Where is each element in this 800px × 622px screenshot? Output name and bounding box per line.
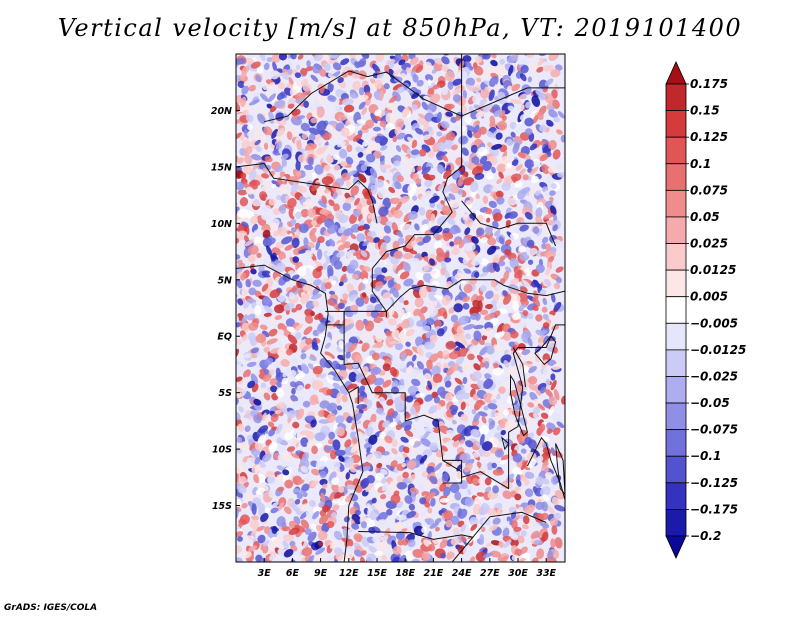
colorbar-swatch <box>665 269 687 298</box>
colorbar-label: −0.2 <box>690 529 721 543</box>
colorbar-label: 0.05 <box>690 210 720 224</box>
colorbar-label: 0.0125 <box>690 263 736 277</box>
colorbar-label: 0.1 <box>690 157 711 171</box>
velocity-field <box>236 54 565 562</box>
colorbar-swatch <box>665 322 687 351</box>
colorbar-swatch <box>665 376 687 404</box>
colorbar-swatch <box>665 509 687 537</box>
colorbar-label: −0.175 <box>690 502 738 516</box>
longitude-axis: 3E 6E 9E 12E 15E 18E 21E 24E 27E 30E 33E <box>258 558 557 579</box>
colorbar-label: −0.1 <box>690 449 721 463</box>
lat-tick-label: EQ <box>217 332 232 343</box>
colorbar-swatch <box>665 349 687 377</box>
lon-tick-label: 15E <box>367 568 387 579</box>
lat-tick-label: 15S <box>212 501 232 512</box>
lon-tick-label: 24E <box>452 568 472 579</box>
colorbar-bottom-arrow <box>665 535 687 559</box>
colorbar-top-arrow <box>665 61 687 85</box>
colorbar-label: 0.025 <box>690 237 728 251</box>
map-frame <box>235 53 566 563</box>
colorbar-swatch <box>665 429 687 457</box>
colorbar-label: −0.005 <box>690 316 738 330</box>
country-borders <box>236 54 565 562</box>
colorbar-label: 0.125 <box>690 130 728 144</box>
lat-tick-label: 5S <box>219 388 233 399</box>
chart-title: Vertical velocity [m/s] at 850hPa, VT: 2… <box>57 14 743 42</box>
colorbar-label: −0.025 <box>690 369 738 383</box>
lon-tick-label: 6E <box>286 568 300 579</box>
colorbar-label: 0.15 <box>690 104 720 118</box>
lon-tick-label: 33E <box>536 568 556 579</box>
colorbar-label: 0.075 <box>690 183 728 197</box>
colorbar-label: −0.125 <box>690 476 738 490</box>
credit-text: GrADS: IGES/COLA <box>4 603 98 613</box>
colorbar-swatch <box>665 402 687 431</box>
lat-tick-label: 15N <box>211 162 232 173</box>
lon-tick-label: 18E <box>395 568 415 579</box>
colorbar-label: −0.05 <box>690 396 730 410</box>
colorbar-swatch <box>665 163 687 191</box>
colorbar-swatch <box>665 296 687 324</box>
lat-tick-label: 5N <box>217 275 232 286</box>
colorbar-label: −0.0125 <box>690 343 746 357</box>
colorbar-swatch <box>665 136 687 165</box>
colorbar: 0.175 0.15 0.125 0.1 0.075 0.05 0.025 0.0125 0.0… <box>665 61 746 559</box>
lon-tick-label: 30E <box>508 568 528 579</box>
colorbar-label: 0.005 <box>690 290 728 304</box>
lon-tick-label: 3E <box>258 568 272 579</box>
lat-tick-label: 20N <box>211 106 232 117</box>
colorbar-swatch <box>665 110 687 138</box>
colorbar-label: 0.175 <box>690 77 728 91</box>
colorbar-swatch <box>665 455 687 484</box>
latitude-axis: 20N 15N 10N 5N EQ 5S 10S 15S <box>211 106 240 512</box>
colorbar-swatch <box>665 482 687 510</box>
colorbar-swatch <box>665 243 687 271</box>
colorbar-swatch <box>665 216 687 244</box>
colorbar-label: −0.075 <box>690 423 738 437</box>
lat-tick-label: 10N <box>211 219 232 230</box>
lon-tick-label: 9E <box>314 568 328 579</box>
lon-tick-label: 21E <box>424 568 444 579</box>
lon-tick-label: 27E <box>480 568 500 579</box>
lat-tick-label: 10S <box>212 445 232 456</box>
colorbar-swatch <box>665 189 687 218</box>
lon-tick-label: 12E <box>339 568 359 579</box>
colorbar-swatch <box>665 83 687 111</box>
